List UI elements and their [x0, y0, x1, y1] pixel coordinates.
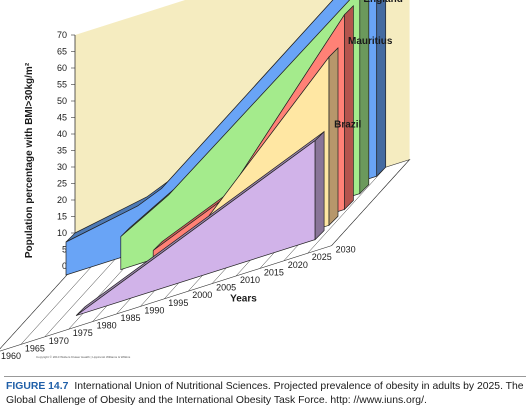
series-end-face: [376, 0, 387, 178]
x-tick-label: 1960: [1, 351, 21, 361]
y-tick-label: 50: [57, 96, 67, 106]
x-tick-label: 1995: [168, 298, 188, 308]
figure-caption: FIGURE 14.7 International Union of Nutrit…: [6, 380, 524, 408]
y-tick-label: 55: [57, 80, 67, 90]
x-tick-label: 2020: [288, 260, 308, 270]
x-tick-label: 1985: [121, 313, 141, 323]
series-label: Mauritius: [348, 36, 393, 47]
depth-line: [0, 265, 76, 350]
x-axis-title: Years: [230, 294, 257, 305]
y-tick-label: 70: [57, 30, 67, 40]
y-tick-label: 20: [57, 195, 67, 205]
y-tick-label: 15: [57, 212, 67, 222]
depth-line: [307, 167, 386, 254]
series-end-face: [314, 130, 325, 241]
series-end-face: [359, 0, 370, 195]
x-tick-label: 1970: [49, 336, 69, 346]
y-tick-label: 60: [57, 63, 67, 73]
series-brazil: Brazil: [75, 120, 362, 316]
x-tick-label: 1990: [144, 305, 164, 315]
series-label: England: [363, 0, 402, 5]
x-tick-label: 2010: [240, 275, 260, 285]
depth-line: [20, 258, 100, 345]
x-tick-label: 2030: [336, 245, 356, 255]
x-tick-label: 2000: [192, 290, 212, 300]
x-tick-label: 1965: [25, 343, 45, 353]
y-tick-label: 65: [57, 47, 67, 57]
series-end-face: [328, 47, 339, 227]
y-tick-label: 25: [57, 179, 67, 189]
y-tick-label: 35: [57, 146, 67, 156]
x-tick-label: 2015: [264, 267, 284, 277]
depth-line: [331, 159, 410, 246]
series-label: Brazil: [334, 120, 361, 131]
series-layer: USAAustraliaEnglandMauritiusBrazil: [65, 0, 403, 316]
figure-label: FIGURE 14.7: [6, 381, 69, 392]
x-tick-label: 1980: [97, 321, 117, 331]
x-tick-label: 2025: [312, 252, 332, 262]
y-tick-label: 5: [62, 245, 67, 255]
y-axis: 0 5 10 15 20 25 30 35 40 45 50 55 60 65 70: [57, 30, 76, 271]
y-axis-title: Population percentage with BMI>30kg/m²: [24, 62, 35, 258]
x-tick-label: 2005: [216, 283, 236, 293]
copyright-text: Copyright © 2010 Wolters Kluwer Health |…: [36, 355, 131, 359]
y-tick-label: 0: [62, 261, 67, 271]
caption-divider: [4, 376, 526, 377]
caption-text: International Union of Nutritional Scien…: [6, 381, 524, 406]
series-end-face: [344, 4, 354, 211]
x-tick-label: 1975: [73, 328, 93, 338]
y-tick-label: 45: [57, 113, 67, 123]
depth-line: [44, 250, 123, 337]
y-tick-label: 10: [57, 228, 67, 238]
y-tick-label: 40: [57, 129, 67, 139]
y-tick-label: 30: [57, 162, 67, 172]
